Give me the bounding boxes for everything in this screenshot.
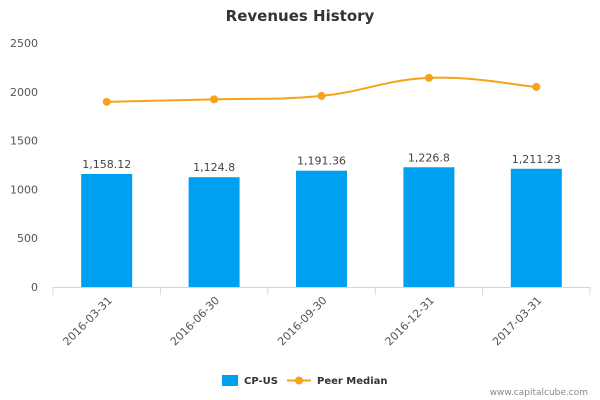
bar-cp-us [81,173,133,287]
y-tick-label: 0 [31,281,38,294]
bar-cp-us [296,170,347,287]
peer-median-point [210,95,219,104]
bar-cp-us [188,177,240,287]
footer-source: www.capitalcube.com [490,388,588,398]
legend: CP-US Peer Median [222,375,388,387]
legend-swatch-cp-us [222,375,238,386]
y-tick-label: 1000 [10,183,38,196]
bar-value-label: 1,211.23 [512,153,561,166]
y-tick-label: 500 [17,232,38,245]
peer-median-point [102,97,111,106]
y-tick-label: 1500 [10,135,38,148]
legend-swatch-peer-dot [295,376,303,385]
bar-cp-us [510,168,562,287]
x-tick-label: 2016-06-30 [168,294,222,348]
chart-title: Revenues History [226,7,375,25]
x-tick-label: 2016-03-31 [60,294,114,348]
bar-value-label: 1,124.8 [193,161,235,174]
legend-label-cp-us: CP-US [244,376,278,387]
bar-value-label: 1,191.36 [297,155,346,168]
bars-group [81,167,562,287]
bar-cp-us [403,167,455,287]
y-tick-label: 2000 [10,86,38,99]
y-tick-label: 2500 [10,37,38,50]
bar-labels-group: 1,158.12 1,124.8 1,191.36 1,226.8 1,211.23 [82,151,561,174]
x-axis: 2016-03-31 2016-06-30 2016-09-30 2016-12-31… [52,287,591,348]
x-tick-label: 2016-12-31 [383,294,437,348]
peer-line-group [102,73,541,106]
peer-median-point [317,91,326,100]
x-tick-label: 2017-03-31 [490,294,544,348]
y-axis: 0 500 1000 1500 2000 2500 [10,37,38,294]
peer-median-point [532,82,541,91]
bar-value-label: 1,226.8 [408,151,450,164]
legend-label-peer-median: Peer Median [317,376,388,387]
peer-median-point [424,73,433,82]
bar-value-label: 1,158.12 [82,158,131,171]
x-tick-label: 2016-09-30 [275,294,329,348]
